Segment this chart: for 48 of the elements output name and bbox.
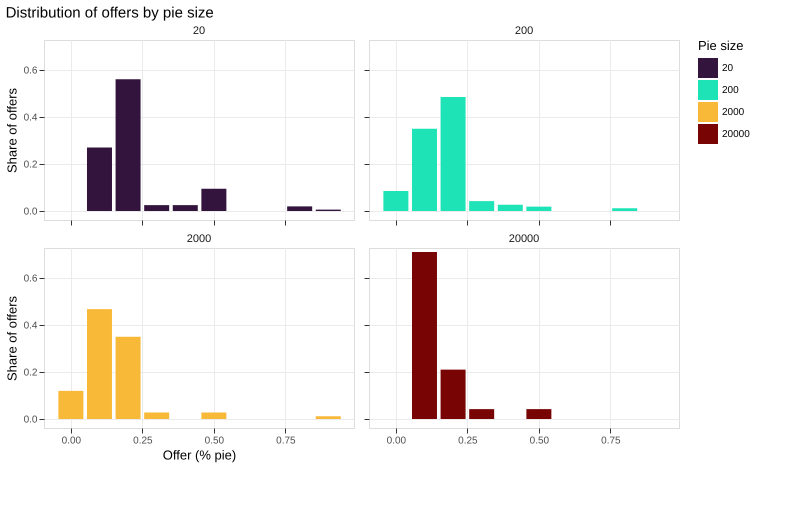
bar: [201, 412, 226, 420]
bar: [383, 191, 408, 212]
y-tick-label: 0.2: [24, 160, 38, 170]
x-tick-label: 0.75: [601, 436, 622, 446]
chart-title: 2000: [186, 233, 212, 245]
x-tick-label: 0.00: [62, 436, 82, 446]
chart-title: 200: [514, 25, 534, 37]
bar: [412, 128, 437, 212]
bar: [86, 309, 112, 420]
x-tick-label: 0.50: [530, 436, 550, 446]
bar: [612, 208, 638, 212]
bar: [526, 206, 552, 212]
bar: [498, 204, 523, 212]
text: Distribution of offers by pie size: [6, 4, 214, 22]
y-tick-label: 0.0: [24, 206, 38, 218]
x-tick-label: 0.25: [458, 436, 478, 446]
x-tick-label: 0.50: [204, 436, 225, 446]
bar: [116, 79, 141, 212]
x-tick-label: 0.00: [386, 436, 407, 446]
chart-title: 20: [192, 25, 206, 37]
bar: [287, 206, 312, 212]
y-tick-label: 0.4: [24, 112, 38, 124]
legend-title: Pie size: [698, 38, 744, 53]
bar: [172, 205, 198, 212]
legend-label: 20: [722, 63, 734, 74]
bar: [58, 390, 84, 420]
y-tick-label: 0.4: [24, 320, 38, 332]
bar: [144, 205, 170, 212]
bar: [316, 416, 341, 420]
y-tick-label: 0.2: [24, 368, 38, 378]
y-axis-title: Share of offers: [4, 295, 20, 382]
legend-label: 20000: [722, 129, 750, 140]
bar: [469, 201, 494, 212]
legend-label: 200: [722, 85, 740, 96]
bar: [201, 188, 226, 212]
chart-title: 20000: [508, 233, 540, 245]
x-tick-label: 0.25: [133, 436, 154, 446]
y-tick-label: 0.6: [24, 273, 38, 284]
bar: [144, 412, 170, 420]
x-axis-title: Offer (% pie): [162, 448, 236, 462]
y-tick-label: 0.0: [24, 414, 38, 426]
legend-label: 2000: [722, 107, 745, 118]
bar: [86, 148, 112, 212]
y-axis-title: Share of offers: [4, 87, 20, 174]
bar: [116, 336, 141, 420]
bar: [440, 96, 466, 212]
x-tick-label: 0.75: [276, 436, 296, 446]
y-tick-label: 0.6: [24, 65, 38, 76]
